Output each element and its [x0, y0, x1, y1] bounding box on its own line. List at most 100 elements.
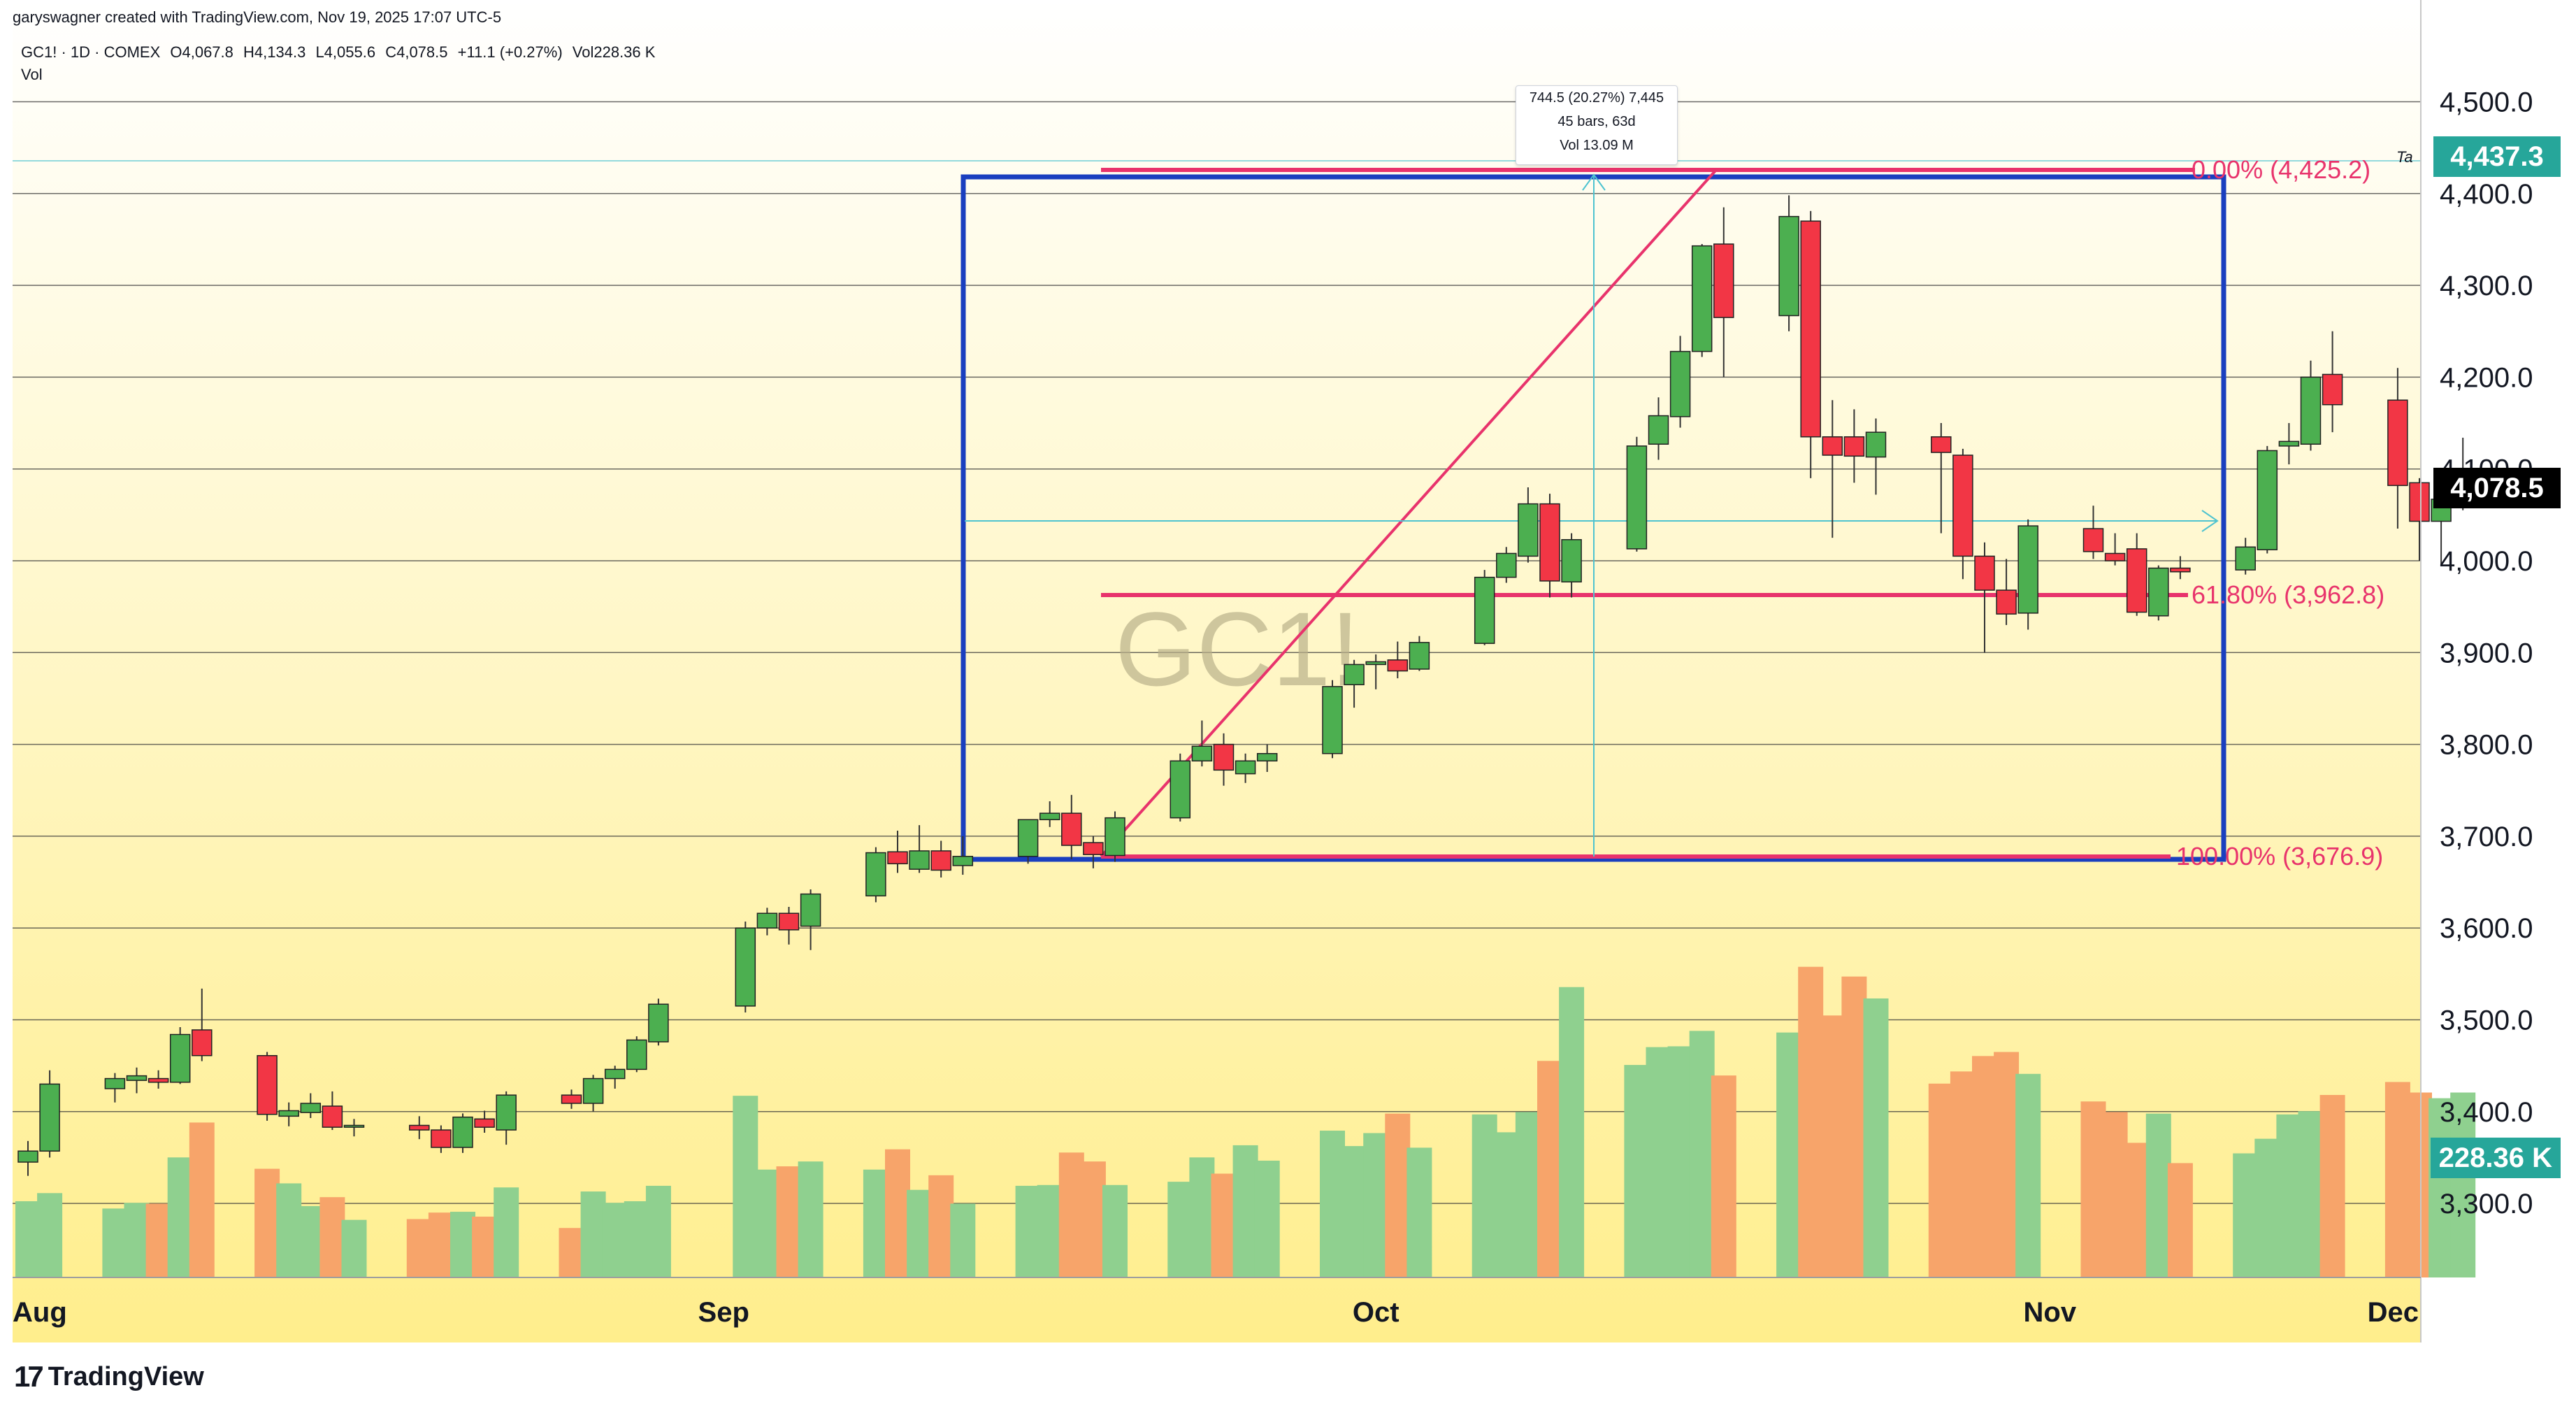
volume-bar — [276, 1183, 302, 1277]
volume-bar — [1994, 1052, 2020, 1277]
volume-bar — [1624, 1065, 1650, 1277]
candle-body — [431, 1129, 452, 1148]
volume-bar — [754, 1169, 780, 1277]
volume-bar — [1406, 1147, 1432, 1277]
candle-body — [169, 1033, 191, 1083]
candle-body — [278, 1110, 299, 1117]
candle-body — [1017, 819, 1039, 857]
volume-bar — [1232, 1145, 1258, 1277]
candle-body — [1256, 752, 1278, 761]
candle-body — [147, 1077, 169, 1083]
price-tick-label: 3,400.0 — [2440, 1097, 2533, 1128]
volume-bar — [298, 1205, 324, 1277]
price-tick-label: 3,500.0 — [2440, 1005, 2533, 1036]
volume-bar — [863, 1169, 888, 1277]
price-tick-label: 4,300.0 — [2440, 271, 2533, 301]
measure-bars-range: 45 bars, 63d — [1557, 114, 1636, 129]
volume-bar — [602, 1203, 628, 1277]
measure-tooltip: 744.5 (20.27%) 7,445 45 bars, 63d Vol 13… — [1516, 85, 1678, 165]
volume-bar — [624, 1201, 649, 1277]
volume-bar — [2450, 1092, 2476, 1277]
high-value: H4,134.3 — [243, 43, 306, 61]
volume-bar — [145, 1203, 171, 1277]
candle-body — [865, 852, 886, 896]
price-tick-label: 3,600.0 — [2440, 913, 2533, 944]
fib-level-label: 0.00% (4,425.2) — [2192, 155, 2370, 184]
candle-body — [2082, 528, 2104, 552]
author-credit: garyswagner created with TradingView.com… — [13, 8, 502, 26]
volume-bar — [1211, 1173, 1237, 1277]
candle-body — [2148, 567, 2169, 617]
candles — [17, 195, 2473, 1176]
volume-bar — [1341, 1146, 1367, 1277]
volume-bar — [798, 1161, 823, 1277]
tradingview-logo-icon: 17 — [14, 1360, 44, 1393]
candle-body — [1191, 745, 1213, 761]
candle-body — [1561, 539, 1582, 582]
volume-bar — [1798, 966, 1824, 1277]
volume-bar — [254, 1168, 280, 1277]
candle-body — [2104, 552, 2126, 561]
measure-volume: Vol 13.09 M — [1560, 138, 1634, 153]
candle-body — [1713, 243, 1734, 318]
candle-body — [2235, 546, 2256, 571]
candle-body — [17, 1150, 38, 1163]
time-tick-label: Oct — [1353, 1297, 1399, 1328]
time-tick-label: Aug — [13, 1297, 67, 1328]
candle-body — [2322, 373, 2343, 406]
candle-body — [1409, 642, 1430, 670]
volume-bar — [1102, 1184, 1128, 1277]
candle-body — [1931, 436, 1952, 453]
measure-price-range: 744.5 (20.27%) 7,445 — [1529, 90, 1664, 106]
price-chart[interactable]: GC1! 0.00% (4,425.2) 61.80% (3,962.8) 100.… — [0, 0, 2576, 1370]
volume-bar — [1363, 1133, 1389, 1277]
candle-body — [1104, 817, 1125, 857]
candle-body — [2170, 567, 2191, 573]
volume-value: Vol228.36 K — [572, 43, 656, 61]
high-price-badge: 4,437.3 — [2433, 136, 2561, 177]
candle-body — [1539, 503, 1560, 582]
time-tick-label: Dec — [2368, 1297, 2419, 1328]
volume-badge: 228.36 K — [2430, 1138, 2561, 1178]
candle-body — [2257, 450, 2278, 550]
candle-body — [257, 1054, 278, 1115]
candle-body — [2409, 482, 2430, 522]
change-value: +11.1 (+0.27%) — [457, 43, 563, 61]
candle-body — [39, 1083, 60, 1152]
volume-bar — [406, 1219, 432, 1277]
candle-body — [1865, 431, 1887, 458]
candle-body — [1344, 664, 1365, 686]
candle-body — [2300, 376, 2322, 445]
drawings — [13, 160, 2421, 862]
volume-bar — [2102, 1112, 2128, 1277]
volume-bar — [1254, 1160, 1280, 1277]
price-tick-label: 4,400.0 — [2440, 179, 2533, 210]
candle-body — [735, 927, 756, 1007]
volume-bar — [907, 1189, 933, 1277]
price-tick-label: 4,200.0 — [2440, 362, 2533, 393]
volume-bar — [1711, 1075, 1736, 1277]
candle-body — [1474, 576, 1495, 644]
volume-bar — [2298, 1111, 2324, 1277]
candle-body — [909, 850, 930, 870]
volume-bar — [2233, 1153, 2259, 1277]
time-axis: Aug Sep Oct Nov Dec — [13, 1297, 2419, 1328]
volume-bar — [928, 1175, 954, 1277]
candle-body — [1843, 436, 1865, 457]
tradingview-logo[interactable]: 17 TradingView — [14, 1360, 204, 1394]
candle-body — [1669, 350, 1691, 417]
candle-body — [1974, 555, 1995, 591]
candle-body — [1322, 686, 1343, 754]
symbol-label[interactable]: GC1! · 1D · COMEX — [21, 43, 161, 61]
volume-bar — [1472, 1114, 1497, 1277]
volume-bar — [1015, 1185, 1041, 1277]
volume-indicator-label[interactable]: Vol — [21, 66, 43, 83]
volume-bar — [319, 1197, 345, 1277]
volume-bar — [1559, 987, 1585, 1277]
fib-labels: 0.00% (4,425.2) 61.80% (3,962.8) 100.00% (… — [2176, 155, 2384, 871]
candle-body — [1996, 589, 2017, 615]
ohlc-legend: GC1! · 1D · COMEX O4,067.8 H4,134.3 L4,0… — [21, 43, 661, 62]
volume-bar — [1189, 1157, 1215, 1277]
candle-body — [1800, 220, 1821, 438]
volume-bar — [2276, 1114, 2302, 1277]
